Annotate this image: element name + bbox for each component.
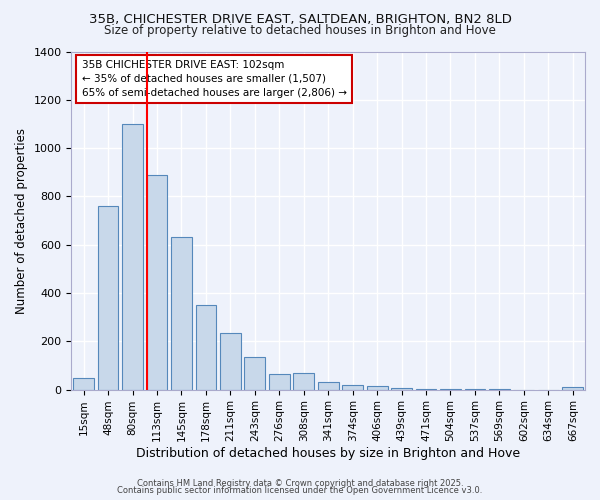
Bar: [318, 382, 338, 390]
Text: 35B CHICHESTER DRIVE EAST: 102sqm
← 35% of detached houses are smaller (1,507)
6: 35B CHICHESTER DRIVE EAST: 102sqm ← 35% …: [82, 60, 347, 98]
Bar: [98, 206, 118, 390]
Bar: [391, 388, 412, 390]
Bar: [220, 333, 241, 390]
Bar: [196, 305, 217, 390]
Bar: [416, 389, 436, 390]
Bar: [342, 385, 363, 390]
X-axis label: Distribution of detached houses by size in Brighton and Hove: Distribution of detached houses by size …: [136, 447, 520, 460]
Text: Contains public sector information licensed under the Open Government Licence v3: Contains public sector information licen…: [118, 486, 482, 495]
Bar: [171, 238, 192, 390]
Bar: [146, 174, 167, 390]
Bar: [73, 378, 94, 390]
Bar: [269, 374, 290, 390]
Bar: [122, 124, 143, 390]
Text: Contains HM Land Registry data © Crown copyright and database right 2025.: Contains HM Land Registry data © Crown c…: [137, 478, 463, 488]
Text: 35B, CHICHESTER DRIVE EAST, SALTDEAN, BRIGHTON, BN2 8LD: 35B, CHICHESTER DRIVE EAST, SALTDEAN, BR…: [89, 12, 511, 26]
Bar: [562, 387, 583, 390]
Y-axis label: Number of detached properties: Number of detached properties: [15, 128, 28, 314]
Bar: [244, 357, 265, 390]
Bar: [367, 386, 388, 390]
Text: Size of property relative to detached houses in Brighton and Hove: Size of property relative to detached ho…: [104, 24, 496, 37]
Bar: [293, 372, 314, 390]
